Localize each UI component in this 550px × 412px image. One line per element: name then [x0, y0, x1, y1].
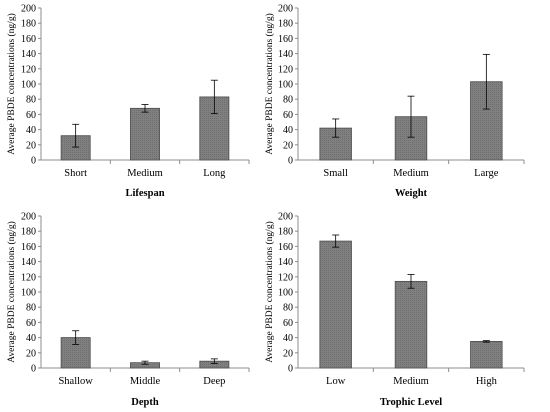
y-tick-label: 20: [26, 348, 36, 359]
y-tick-label: 0: [31, 364, 36, 375]
category-label: Medium: [127, 168, 163, 179]
error-bar: [407, 95, 415, 138]
chart-panel-2: 0 20 40 60 80 100 120 140 160 180 200 Small Medium La…: [264, 4, 525, 199]
category-label: Medium: [393, 168, 429, 179]
y-tick-label: 160: [21, 34, 36, 45]
x-axis-title: Trophic Level: [380, 397, 442, 408]
category-label: Medium: [393, 376, 429, 387]
y-tick-label: 100: [21, 80, 36, 91]
y-tick-label: 80: [26, 95, 36, 106]
y-axis-title: Average PBDE concentrations (ng/g): [6, 13, 17, 155]
category-label: Deep: [203, 376, 225, 387]
y-tick-label: 180: [278, 19, 293, 30]
y-tick-label: 180: [21, 19, 36, 30]
bar-medium: [130, 107, 160, 161]
y-tick-label: 160: [278, 34, 293, 45]
y-tick-label: 140: [21, 49, 36, 60]
category-label: Shallow: [58, 376, 93, 387]
category-label: Middle: [130, 376, 161, 387]
bar-high: [470, 340, 503, 369]
error-bar: [407, 274, 415, 289]
error-bar: [482, 53, 490, 110]
y-tick-label: 40: [26, 125, 36, 136]
error-bar: [210, 79, 218, 115]
category-label: Long: [203, 168, 226, 179]
y-axis-title: Average PBDE concentrations (ng/g): [264, 221, 275, 363]
chart-panel-3: 0 20 40 60 80 100 120 140 160 180 200 Shallow Middle…: [6, 212, 250, 408]
y-tick-label: 160: [21, 242, 36, 253]
y-tick-label: 120: [278, 272, 293, 283]
error-bar: [482, 340, 490, 343]
y-tick-label: 80: [283, 95, 293, 106]
error-bar: [141, 104, 149, 113]
y-tick-label: 200: [278, 4, 293, 15]
y-axis-title: Average PBDE concentrations (ng/g): [264, 13, 275, 155]
y-tick-label: 20: [26, 140, 36, 151]
y-tick-label: 140: [278, 257, 293, 268]
y-tick-label: 180: [278, 227, 293, 238]
error-bar: [72, 123, 80, 148]
y-tick-label: 60: [26, 318, 36, 329]
y-tick-label: 180: [21, 227, 36, 238]
y-tick-label: 20: [283, 140, 293, 151]
error-bar: [332, 234, 340, 248]
category-label: High: [476, 376, 498, 387]
y-tick-label: 160: [278, 242, 293, 253]
bar-medium: [394, 280, 428, 369]
y-tick-label: 60: [26, 110, 36, 121]
y-tick-label: 0: [31, 156, 36, 167]
category-label: Small: [323, 168, 348, 179]
y-tick-label: 0: [288, 364, 293, 375]
y-tick-label: 20: [283, 348, 293, 359]
category-label: Low: [326, 376, 346, 387]
category-label: Large: [474, 168, 499, 179]
x-axis-title: Lifespan: [125, 188, 164, 199]
y-tick-label: 100: [21, 288, 36, 299]
y-tick-label: 120: [21, 64, 36, 75]
x-axis-title: Weight: [395, 188, 428, 199]
bar-short: [60, 135, 91, 161]
y-tick-label: 40: [26, 333, 36, 344]
chart-panel-4: 0 20 40 60 80 100 120 140 160 180 200 Low Medium High…: [264, 212, 525, 408]
y-tick-label: 60: [283, 110, 293, 121]
y-tick-label: 200: [278, 212, 293, 223]
error-bar: [72, 330, 80, 345]
y-tick-label: 140: [21, 257, 36, 268]
error-bar: [141, 360, 149, 365]
chart-panel-1: 0 20 40 60 80 100 120 140 160 180 200 Short Medium Lo…: [6, 4, 250, 199]
error-bar: [332, 118, 340, 138]
y-tick-label: 140: [278, 49, 293, 60]
error-bar: [210, 358, 218, 364]
y-tick-label: 100: [278, 288, 293, 299]
category-label: Short: [64, 168, 87, 179]
y-tick-label: 100: [278, 80, 293, 91]
y-tick-label: 60: [283, 318, 293, 329]
bar-low: [319, 240, 352, 369]
y-tick-label: 80: [26, 303, 36, 314]
y-tick-label: 200: [21, 4, 36, 15]
y-axis-title: Average PBDE concentrations (ng/g): [6, 221, 17, 363]
y-tick-label: 40: [283, 333, 293, 344]
y-tick-label: 120: [278, 64, 293, 75]
y-tick-label: 120: [21, 272, 36, 283]
x-axis-title: Depth: [131, 397, 159, 408]
y-tick-label: 200: [21, 212, 36, 223]
y-tick-label: 40: [283, 125, 293, 136]
y-tick-label: 0: [288, 156, 293, 167]
y-tick-label: 80: [283, 303, 293, 314]
